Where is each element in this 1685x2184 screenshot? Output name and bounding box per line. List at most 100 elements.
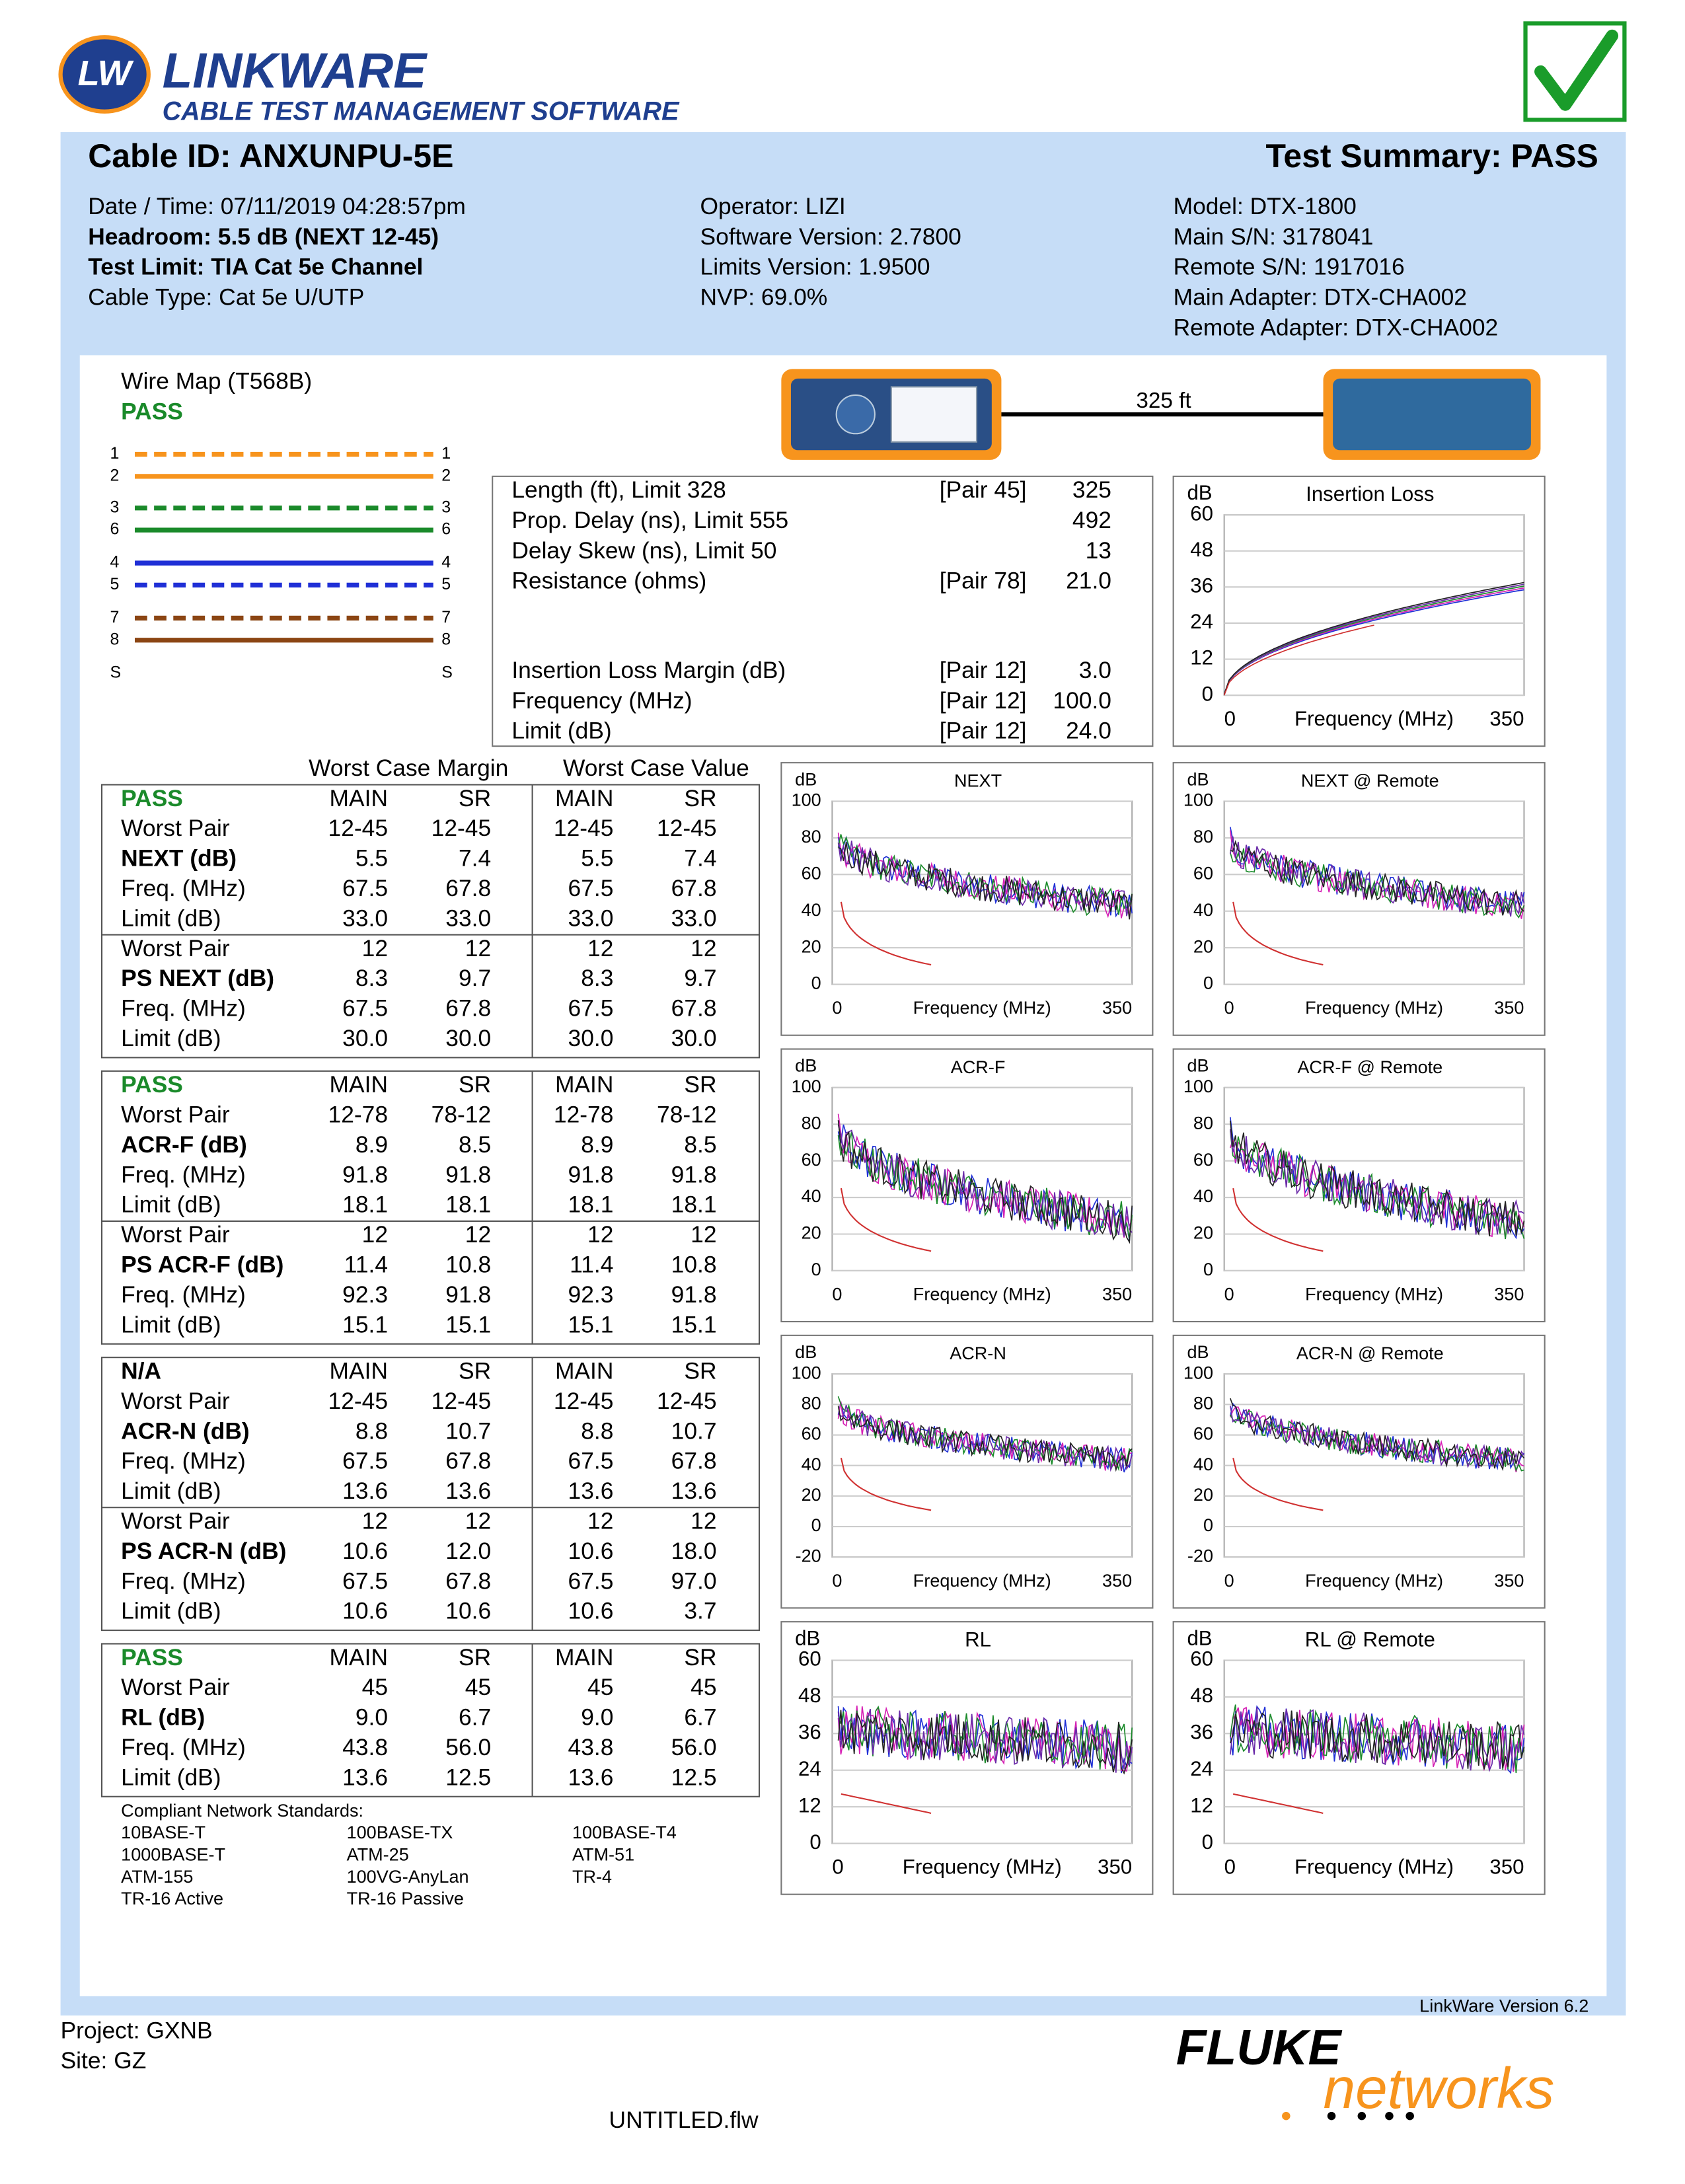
info-line: Cable Type: Cat 5e U/UTP — [88, 283, 364, 310]
cell: 67.8 — [671, 875, 717, 901]
x-tick-label: 350 — [1098, 1855, 1132, 1878]
chart-box — [1172, 475, 1546, 747]
chart-title: Insertion Loss — [1306, 482, 1434, 506]
cell: 10.6 — [342, 1598, 388, 1624]
cell: 67.8 — [671, 995, 717, 1022]
pin-label: 8 — [441, 630, 451, 648]
cell: 91.8 — [671, 1161, 717, 1187]
y-tick-label: 20 — [802, 1484, 821, 1505]
trace — [1229, 830, 1525, 919]
table-header: Worst Case Margin — [309, 755, 508, 781]
cell: 12 — [362, 1508, 388, 1534]
standard: 10BASE-T — [121, 1822, 206, 1842]
y-tick-label: 48 — [798, 1684, 821, 1707]
y-tick-label: -20 — [1187, 1545, 1213, 1565]
trace — [1229, 1406, 1525, 1469]
trace — [1229, 1707, 1525, 1772]
cell: 12 — [587, 1221, 613, 1248]
y-tick-label: 60 — [1193, 1149, 1213, 1170]
cell: 10.6 — [445, 1598, 491, 1624]
y-tick-label: 20 — [1193, 1223, 1213, 1243]
row-label: Freq. (MHz) — [121, 995, 246, 1022]
y-tick-label: 48 — [1190, 1684, 1213, 1707]
standards-title: Compliant Network Standards: — [121, 1800, 363, 1821]
cell: 78-12 — [657, 1102, 716, 1128]
chart-unit: dB — [1187, 1626, 1212, 1649]
measure-label: Resistance (ohms) — [511, 568, 706, 594]
cell: 18.1 — [568, 1191, 614, 1218]
measure-label: Insertion Loss Margin (dB) — [511, 657, 786, 683]
info-line: Test Limit: TIA Cat 5e Channel — [88, 254, 423, 280]
chart-unit: dB — [795, 1341, 817, 1362]
wire-map-title: Wire Map (T568B) — [121, 368, 312, 395]
cell: 12 — [465, 1221, 491, 1248]
cell: 12-45 — [431, 1388, 491, 1414]
y-tick-label: 0 — [1203, 1515, 1213, 1535]
cell: 18.1 — [342, 1191, 388, 1218]
y-tick-label: 100 — [1183, 790, 1213, 810]
standard: ATM-25 — [347, 1844, 409, 1864]
x-tick-label: 350 — [1494, 997, 1524, 1018]
cell: 9.7 — [684, 965, 716, 991]
cell: 67.5 — [342, 1567, 388, 1594]
shield-label: S — [110, 663, 122, 681]
cell: MAIN — [330, 1071, 388, 1098]
standard: TR-16 Active — [121, 1888, 223, 1908]
cell: 13.6 — [342, 1478, 388, 1504]
standard: TR-16 Passive — [347, 1888, 464, 1908]
chart-title: RL @ Remote — [1305, 1628, 1435, 1651]
trace — [837, 1113, 1133, 1238]
y-tick-label: 0 — [811, 973, 821, 993]
y-tick-label: 12 — [1190, 646, 1213, 669]
chart-title: NEXT @ Remote — [1301, 770, 1439, 790]
measure-label: Delay Skew (ns), Limit 50 — [511, 537, 776, 564]
cell: 33.0 — [671, 905, 717, 931]
trace — [837, 1401, 1133, 1471]
cell: 18.0 — [671, 1538, 717, 1564]
y-tick-label: 100 — [792, 1076, 821, 1096]
y-tick-label: 60 — [798, 1647, 821, 1671]
y-tick-label: 12 — [1190, 1793, 1213, 1817]
cell: SR — [459, 1071, 491, 1098]
row-label: Limit (dB) — [121, 1311, 221, 1337]
trace — [837, 1124, 1133, 1237]
cell: 15.1 — [445, 1311, 491, 1337]
trace — [1230, 1710, 1525, 1770]
cell: 13.6 — [342, 1764, 388, 1790]
cell: 67.5 — [342, 995, 388, 1022]
row-label: PS ACR-F (dB) — [121, 1252, 283, 1278]
chart-unit: dB — [795, 1055, 817, 1076]
link-length: 325 ft — [1136, 389, 1191, 413]
cell: 91.8 — [445, 1161, 491, 1187]
chart-unit: dB — [1187, 1341, 1209, 1362]
x-tick-label: 350 — [1102, 1284, 1132, 1304]
measure-pair: [Pair 12] — [940, 657, 1027, 683]
measure-value: 13 — [1086, 537, 1111, 564]
cell: SR — [459, 1357, 491, 1384]
y-tick-label: 40 — [1193, 899, 1213, 920]
cell: 12-45 — [657, 1388, 716, 1414]
cell: 45 — [691, 1674, 716, 1700]
x-tick-label: 0 — [1224, 1284, 1234, 1304]
x-tick-label: 0 — [1224, 1855, 1236, 1878]
cell: 10.8 — [671, 1252, 717, 1278]
row-label: Limit (dB) — [121, 1191, 221, 1218]
cell: 8.3 — [356, 965, 388, 991]
trace — [1223, 589, 1524, 695]
pin-label: 1 — [441, 444, 451, 463]
y-tick-label: 0 — [1202, 1830, 1213, 1854]
cell: 91.8 — [445, 1281, 491, 1308]
file-name: UNTITLED.flw — [609, 2107, 759, 2133]
row-label: Freq. (MHz) — [121, 1161, 246, 1187]
pin-label: 8 — [110, 630, 120, 648]
y-tick-label: 0 — [809, 1830, 821, 1854]
cell: 12 — [587, 1508, 613, 1534]
cell: 6.7 — [459, 1704, 491, 1731]
cell: 30.0 — [445, 1025, 491, 1051]
row-label: Limit (dB) — [121, 1598, 221, 1624]
info-line: Main Adapter: DTX-CHA002 — [1174, 283, 1467, 310]
cell: 12-45 — [554, 1388, 613, 1414]
pin-label: 3 — [110, 498, 120, 516]
trace — [1223, 587, 1524, 695]
info-line: Model: DTX-1800 — [1174, 193, 1357, 219]
